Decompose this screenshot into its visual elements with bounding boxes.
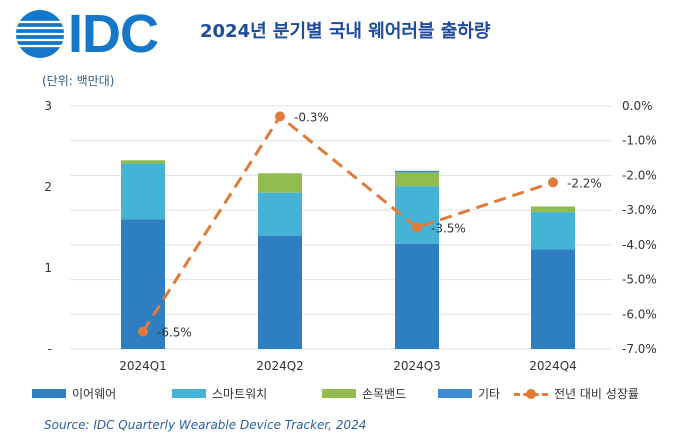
yoy-data-label: -0.3%	[294, 110, 329, 124]
bar-other-2024Q3	[395, 170, 439, 173]
right-tick-label: 0.0%	[622, 99, 653, 113]
left-tick-label: 3	[44, 99, 52, 113]
yoy-data-label: -6.5%	[157, 326, 192, 340]
bar-smartwatch-2024Q2	[258, 192, 302, 236]
bar-series	[121, 160, 575, 349]
legend-label: 기타	[478, 387, 501, 401]
legend-swatch	[438, 389, 472, 398]
legend-swatch	[322, 389, 356, 398]
yoy-data-label: -2.2%	[567, 176, 602, 190]
legend: 이어웨어 스마트워치 손목밴드 기타 전년 대비 성장률	[32, 385, 672, 405]
bar-smartwatch-2024Q4	[531, 212, 575, 250]
left-axis-ticks: 3 2 1 -	[44, 99, 52, 356]
right-tick-label: -4.0%	[622, 238, 657, 252]
yoy-point-2024Q2	[275, 111, 285, 122]
right-tick-label: -5.0%	[622, 273, 657, 287]
bar-wristband-2024Q2	[258, 173, 302, 193]
x-tick-label: 2024Q4	[529, 359, 577, 373]
legend-swatch	[172, 389, 206, 398]
legend-label: 손목밴드	[362, 387, 407, 401]
right-tick-label: -2.0%	[622, 168, 657, 182]
globe-icon	[16, 10, 64, 58]
legend-item-wristband: 손목밴드	[322, 385, 406, 402]
bar-earwear-2024Q2	[258, 235, 302, 349]
bar-earwear-2024Q3	[395, 243, 439, 349]
legend-item-smartwatch: 스마트워치	[172, 385, 267, 402]
x-tick-label: 2024Q1	[119, 359, 167, 373]
right-tick-label: -1.0%	[622, 134, 657, 148]
legend-item-earwear: 이어웨어	[32, 385, 116, 402]
legend-label: 이어웨어	[72, 387, 117, 401]
legend-item-other: 기타	[438, 385, 500, 402]
left-tick-label: 2	[44, 180, 52, 194]
bar-wristband-2024Q4	[531, 206, 575, 213]
yoy-point-2024Q1	[138, 326, 148, 337]
left-tick-label: 1	[44, 261, 52, 275]
bar-earwear-2024Q4	[531, 249, 575, 349]
bar-smartwatch-2024Q3	[395, 186, 439, 244]
right-tick-label: -6.0%	[622, 307, 657, 321]
legend-label: 전년 대비 성장률	[554, 387, 639, 401]
legend-swatch	[32, 389, 66, 398]
legend-item-yoy: 전년 대비 성장률	[514, 385, 639, 402]
right-tick-label: -7.0%	[622, 342, 657, 356]
right-tick-label: -3.0%	[622, 203, 657, 217]
x-tick-label: 2024Q2	[256, 359, 304, 373]
bar-wristband-2024Q3	[395, 172, 439, 187]
yoy-line	[141, 114, 554, 333]
left-tick-label: -	[48, 342, 52, 356]
legend-label: 스마트워치	[212, 387, 268, 401]
x-tick-label: 2024Q3	[393, 359, 441, 373]
shipments-chart: 3 2 1 - 0.0% -1.0% -2.0% -3.0% -4.0% -5.0% -6.0% -…	[44, 99, 657, 373]
yoy-point-2024Q4	[548, 177, 558, 188]
logo-text: IDC	[68, 4, 159, 64]
line-data-labels: -6.5% -0.3% -3.5% -2.2%	[157, 110, 602, 339]
idc-logo: IDC	[14, 4, 184, 64]
yoy-line-series	[138, 111, 558, 337]
legend-line-swatch	[514, 388, 548, 400]
yoy-point-2024Q3	[412, 222, 422, 233]
right-axis-ticks: 0.0% -1.0% -2.0% -3.0% -4.0% -5.0% -6.0% -7.0%	[622, 99, 657, 356]
source-note: Source: IDC Quarterly Wearable Device Tr…	[44, 418, 367, 432]
unit-label: (단위: 백만대)	[42, 74, 115, 88]
yoy-data-label: -3.5%	[431, 222, 466, 236]
bar-wristband-2024Q1	[121, 160, 165, 164]
x-axis-ticks: 2024Q1 2024Q2 2024Q3 2024Q4	[119, 359, 577, 373]
chart-title: 2024년 분기별 국내 웨어러블 출하량	[200, 21, 491, 42]
bar-smartwatch-2024Q1	[121, 163, 165, 220]
